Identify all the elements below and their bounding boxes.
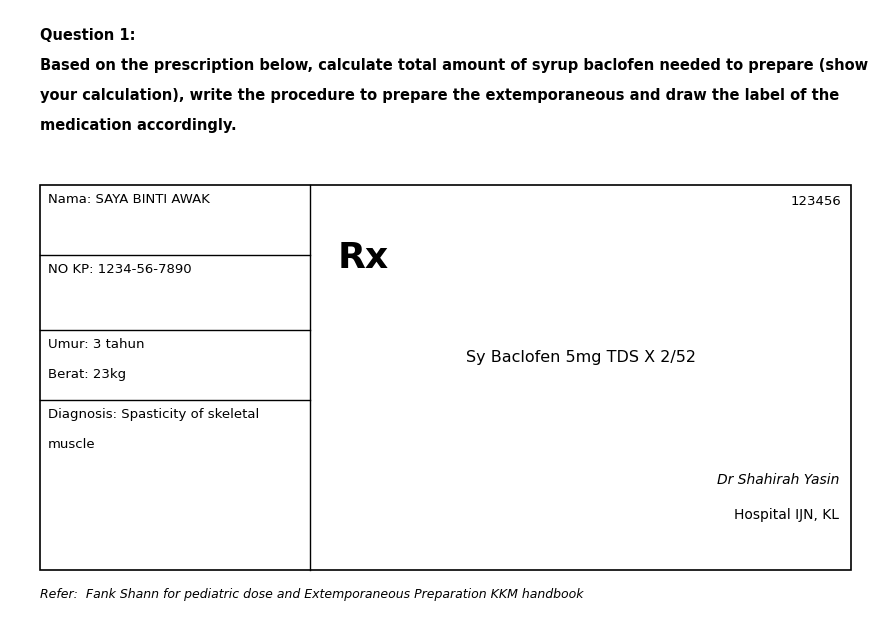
- Text: Diagnosis: Spasticity of skeletal: Diagnosis: Spasticity of skeletal: [48, 408, 259, 421]
- Text: Dr Shahirah Yasin: Dr Shahirah Yasin: [716, 473, 839, 487]
- Text: your calculation), write the procedure to prepare the extemporaneous and draw th: your calculation), write the procedure t…: [40, 88, 840, 103]
- Text: Rx: Rx: [338, 241, 389, 275]
- Text: Question 1:: Question 1:: [40, 28, 136, 43]
- Text: Berat: 23kg: Berat: 23kg: [48, 368, 126, 381]
- Text: NO KP: 1234-56-7890: NO KP: 1234-56-7890: [48, 263, 192, 276]
- Text: medication accordingly.: medication accordingly.: [40, 118, 237, 133]
- Text: Sy Baclofen 5mg TDS X 2/52: Sy Baclofen 5mg TDS X 2/52: [465, 350, 695, 365]
- Text: 123456: 123456: [790, 195, 841, 208]
- Text: Nama: SAYA BINTI AWAK: Nama: SAYA BINTI AWAK: [48, 193, 210, 206]
- Text: Based on the prescription below, calculate total amount of syrup baclofen needed: Based on the prescription below, calcula…: [40, 58, 868, 73]
- Text: muscle: muscle: [48, 438, 96, 451]
- Text: Refer:  Fank Shann for pediatric dose and Extemporaneous Preparation KKM handboo: Refer: Fank Shann for pediatric dose and…: [40, 588, 583, 601]
- Text: Umur: 3 tahun: Umur: 3 tahun: [48, 338, 144, 351]
- Bar: [40, 185, 851, 570]
- Text: Hospital IJN, KL: Hospital IJN, KL: [734, 508, 839, 522]
